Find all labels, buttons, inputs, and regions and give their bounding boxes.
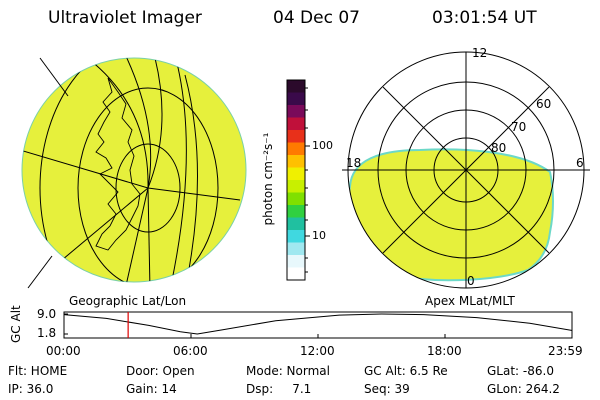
colorbar-swatch bbox=[287, 180, 305, 193]
colorbar-tick-10: 10 bbox=[312, 229, 326, 242]
colorbar-swatch bbox=[287, 130, 305, 143]
geographic-disk bbox=[21, 57, 247, 289]
colorbar-tick-100: 100 bbox=[312, 139, 333, 152]
seq-info: Seq: 39 bbox=[364, 382, 410, 396]
page-title: Ultraviolet Imager bbox=[48, 8, 202, 28]
altitude-xtick-2: 12:00 bbox=[300, 344, 335, 358]
apex-label: Apex MLat/MLT bbox=[425, 294, 515, 308]
colorbar-swatch bbox=[287, 267, 305, 281]
colorbar-swatch bbox=[287, 105, 305, 118]
altitude-curve bbox=[63, 313, 572, 335]
mlt-label-12: 12 bbox=[472, 46, 488, 60]
altitude-plot bbox=[63, 311, 573, 339]
polar-plot bbox=[342, 51, 590, 289]
geographic-label: Geographic Lat/Lon bbox=[69, 294, 187, 308]
lat-label-80: 80 bbox=[491, 141, 507, 155]
colorbar-swatch bbox=[287, 230, 305, 243]
door-info: Door: Open bbox=[126, 364, 195, 378]
colorbar bbox=[286, 79, 310, 281]
polar-grid bbox=[342, 51, 590, 289]
gain-info: Gain: 14 bbox=[126, 382, 177, 396]
colorbar-swatch bbox=[287, 205, 305, 218]
dsp-info: Dsp: 7.1 bbox=[246, 382, 312, 396]
altitude-ytick-high: 9.0 bbox=[37, 307, 57, 321]
colorbar-swatch bbox=[287, 142, 305, 156]
altitude-ylabel: GC Alt bbox=[9, 305, 23, 343]
aurora-oval bbox=[348, 148, 554, 282]
mlt-label-0: 0 bbox=[467, 274, 475, 288]
colorbar-swatch bbox=[287, 92, 305, 106]
colorbar-swatch bbox=[287, 155, 305, 168]
colorbar-swatch bbox=[287, 242, 305, 256]
mode-info: Mode: Normal bbox=[246, 364, 330, 378]
altitude-xtick-4: 23:59 bbox=[548, 344, 583, 358]
date-label: 04 Dec 07 bbox=[273, 8, 360, 28]
colorbar-unit-label: photon cm⁻²s⁻¹ bbox=[261, 132, 275, 226]
colorbar-swatch bbox=[287, 192, 305, 206]
colorbar-swatch bbox=[287, 167, 305, 181]
lat-label-60: 60 bbox=[536, 97, 552, 111]
mlt-label-18: 18 bbox=[346, 156, 362, 170]
flt-info: Flt: HOME bbox=[8, 364, 68, 378]
time-label: 03:01:54 UT bbox=[432, 8, 537, 28]
ip-info: IP: 36.0 bbox=[8, 382, 54, 396]
glat-info: GLat: -86.0 bbox=[487, 364, 554, 378]
gcalt-info: GC Alt: 6.5 Re bbox=[364, 364, 448, 378]
colorbar-swatch bbox=[287, 80, 305, 93]
altitude-xtick-0: 00:00 bbox=[46, 344, 81, 358]
mlt-label-6: 6 bbox=[576, 156, 584, 170]
colorbar-swatch bbox=[287, 117, 305, 131]
colorbar-swatch bbox=[287, 255, 305, 268]
altitude-ytick-low: 1.8 bbox=[37, 326, 57, 340]
colorbar-swatch bbox=[287, 217, 305, 231]
altitude-xtick-1: 06:00 bbox=[173, 344, 208, 358]
lat-label-70: 70 bbox=[511, 120, 527, 134]
altitude-xtick-3: 18:00 bbox=[427, 344, 462, 358]
aurora-disk bbox=[21, 57, 247, 283]
glon-info: GLon: 264.2 bbox=[487, 382, 560, 396]
